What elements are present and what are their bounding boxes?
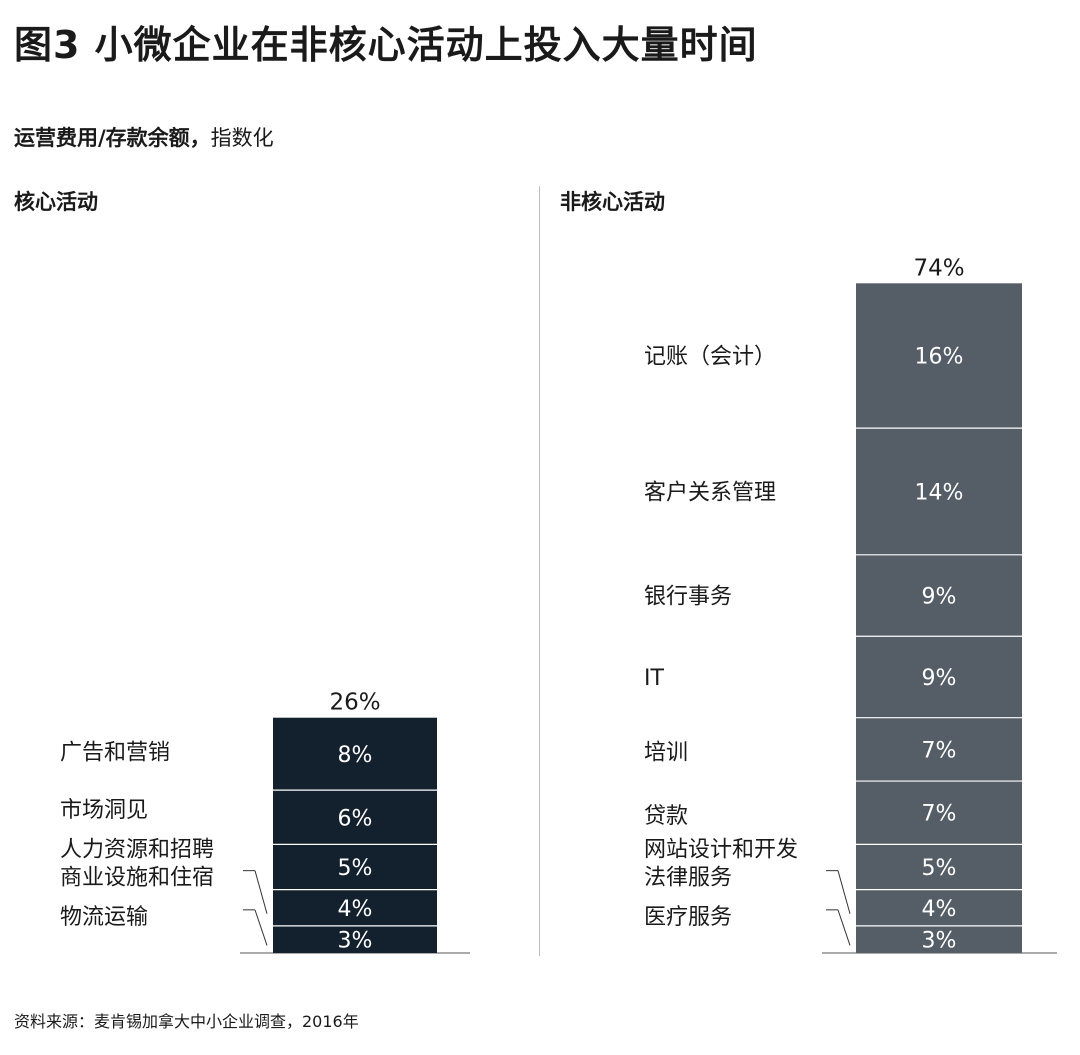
core-bar-segment (273, 790, 437, 845)
core-value-label: 8% (338, 743, 373, 768)
noncore-leader-line (837, 909, 851, 946)
noncore-leader-line (837, 870, 851, 914)
noncore-category-label: 培训 (644, 741, 688, 766)
source-note: 资料来源：麦肯锡加拿大中小企业调查，2016年 (14, 1012, 359, 1031)
noncore-total-label: 74% (913, 255, 964, 281)
noncore-bar-segment (856, 781, 1022, 845)
noncore-value-label: 7% (922, 802, 957, 827)
noncore-value-label: 5% (922, 856, 957, 881)
noncore-bar-segment (856, 428, 1022, 555)
core-panel-title: 核心活动 (14, 190, 98, 214)
core-leader-line (254, 909, 268, 946)
noncore-value-label: 14% (915, 480, 964, 505)
noncore-category-label: 法律服务 (644, 866, 732, 891)
noncore-value-label: 4% (922, 897, 957, 922)
noncore-category-label: 贷款 (644, 804, 688, 829)
noncore-category-label: 医疗服务 (644, 905, 732, 930)
subtitle-metric: 运营费用/存款余额， (14, 126, 211, 150)
core-bar-segment (273, 717, 437, 791)
core-value-label: 4% (338, 897, 373, 922)
noncore-category-label: 记账（会计） (644, 345, 776, 370)
noncore-bar-segment (856, 925, 1022, 953)
noncore-bar-segment (856, 889, 1022, 926)
core-total-label: 26% (329, 690, 380, 716)
noncore-bar-segment (856, 717, 1022, 782)
noncore-category-label: 网站设计和开发 (644, 837, 798, 862)
noncore-bar-segment (856, 844, 1022, 890)
subtitle-note: 指数化 (210, 126, 274, 150)
core-category-label: 广告和营销 (60, 741, 170, 766)
core-bar-segment (273, 844, 437, 890)
noncore-category-label: 客户关系管理 (644, 480, 776, 505)
core-category-label: 市场洞见 (60, 798, 148, 823)
core-category-label: 物流运输 (60, 905, 148, 930)
noncore-category-label: 银行事务 (644, 585, 732, 610)
noncore-bar-segment (856, 636, 1022, 718)
noncore-value-label: 7% (922, 738, 957, 763)
core-value-label: 5% (338, 856, 373, 881)
core-bar-segment (273, 889, 437, 926)
noncore-panel-title: 非核心活动 (560, 190, 665, 214)
noncore-value-label: 16% (915, 345, 964, 370)
noncore-bar-segment (856, 283, 1022, 429)
figure-subtitle: 运营费用/存款余额，指数化 (14, 122, 274, 152)
noncore-value-label: 3% (922, 928, 957, 953)
core-category-label: 人力资源和招聘 (60, 837, 214, 862)
core-value-label: 3% (338, 928, 373, 953)
panel-divider (539, 186, 540, 956)
core-bar-segment (273, 925, 437, 953)
core-category-label: 商业设施和住宿 (60, 866, 214, 891)
noncore-value-label: 9% (922, 585, 957, 610)
figure-title: 图3 小微企业在非核心活动上投入大量时间 (14, 23, 758, 67)
noncore-category-label: IT (644, 666, 664, 691)
core-value-label: 6% (338, 806, 373, 831)
noncore-value-label: 9% (922, 666, 957, 691)
noncore-bar-segment (856, 554, 1022, 637)
core-leader-line (254, 870, 268, 914)
